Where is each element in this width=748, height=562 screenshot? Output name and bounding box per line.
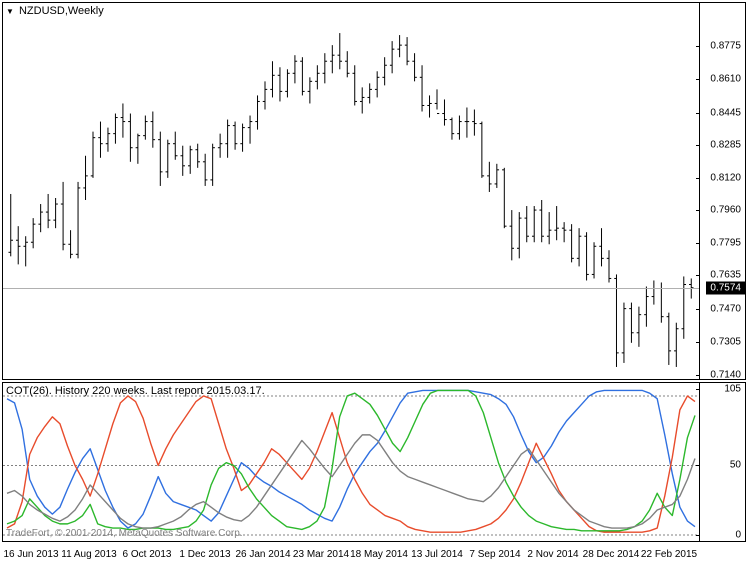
price-ytick: 0.8120 [710, 172, 741, 183]
price-ytick: 0.7635 [710, 270, 741, 281]
price-chart-panel: ▼ NZDUSD,Weekly 0.7574 0.8775 0.8610 0.844… [2, 2, 746, 380]
price-chart-title: ▼ NZDUSD,Weekly [6, 5, 104, 17]
price-ytick: 0.7305 [710, 336, 741, 347]
indicator-ytick: 105 [724, 384, 741, 395]
price-ytick: 0.7140 [710, 370, 741, 381]
price-ytick: 0.7470 [710, 303, 741, 314]
indicator-y-axis: 105 50 0 [699, 383, 745, 541]
x-tick: 11 Aug 2013 [61, 549, 116, 560]
x-tick: 2 Nov 2014 [527, 549, 578, 560]
x-tick: 26 Jan 2014 [235, 549, 290, 560]
price-chart-svg [3, 3, 699, 379]
price-ytick: 0.7795 [710, 238, 741, 249]
x-tick: 6 Oct 2013 [123, 549, 172, 560]
x-tick: 23 Mar 2014 [293, 549, 349, 560]
price-ytick: 0.8445 [710, 107, 741, 118]
indicator-panel: COT(26). History 220 weeks. Last report … [2, 382, 746, 542]
copyright-label: TradeFort, © 2001-2014, MetaQuotes Softw… [6, 528, 243, 539]
x-tick: 1 Dec 2013 [179, 549, 230, 560]
price-ytick: 0.8285 [710, 139, 741, 150]
price-plot-area[interactable] [3, 3, 699, 379]
price-ytick: 0.8610 [710, 74, 741, 85]
symbol-timeframe-label: NZDUSD,Weekly [19, 5, 104, 17]
indicator-title: COT(26). History 220 weeks. Last report … [6, 385, 265, 397]
indicator-ytick: 50 [730, 460, 741, 471]
x-tick: 28 Dec 2014 [583, 549, 640, 560]
x-tick: 18 May 2014 [350, 549, 408, 560]
price-ytick: 0.8775 [710, 41, 741, 52]
indicator-ytick: 0 [735, 530, 741, 541]
price-ytick: 0.7960 [710, 205, 741, 216]
x-tick: 22 Feb 2015 [641, 549, 697, 560]
price-y-axis: 0.7574 0.8775 0.8610 0.8445 0.8285 0.8120 0.7… [699, 3, 745, 379]
dropdown-triangle-icon: ▼ [6, 7, 14, 16]
x-tick: 16 Jun 2013 [3, 549, 58, 560]
current-price-badge: 0.7574 [706, 281, 745, 294]
x-tick: 13 Jul 2014 [411, 549, 463, 560]
indicator-plot-area[interactable] [3, 383, 699, 541]
current-price-line [3, 288, 699, 289]
time-x-axis: 16 Jun 201311 Aug 2013 6 Oct 2013 1 Dec 20… [2, 546, 698, 560]
indicator-chart-svg [3, 383, 699, 541]
x-tick: 7 Sep 2014 [469, 549, 520, 560]
